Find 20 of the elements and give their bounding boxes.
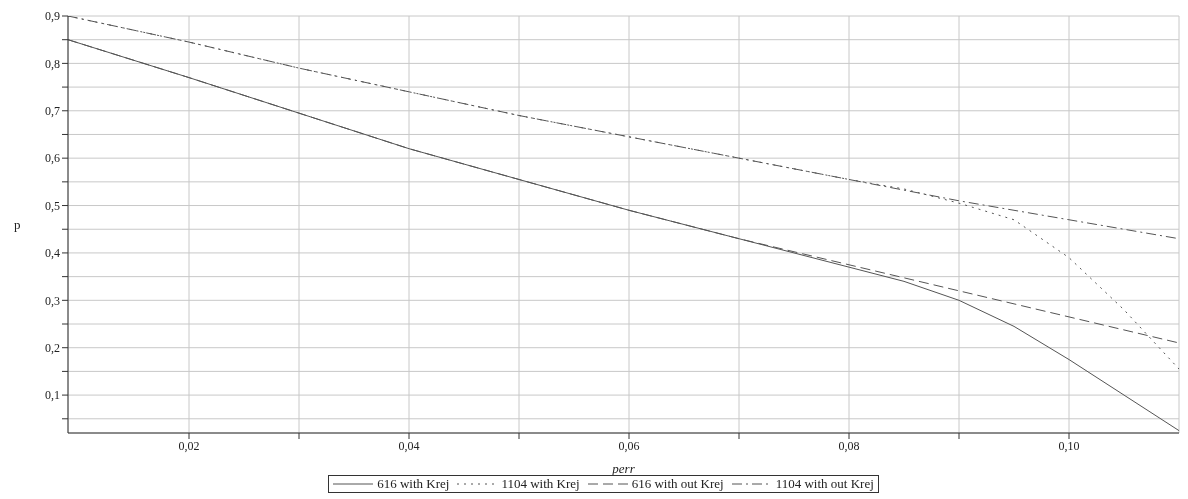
x-tick-label: 0,08 bbox=[838, 438, 860, 453]
y-tick-label: 0,8 bbox=[45, 56, 60, 71]
x-tick-label: 0,06 bbox=[618, 438, 640, 453]
y-tick-label: 0,2 bbox=[45, 340, 60, 355]
x-tick-label: 0,10 bbox=[1058, 438, 1080, 453]
legend-label: 616 with out Krej bbox=[630, 476, 724, 492]
legend-label: 1104 with Krej bbox=[500, 476, 580, 492]
y-tick-label: 0,1 bbox=[45, 388, 60, 403]
y-tick-label: 0,5 bbox=[45, 198, 60, 213]
x-tick-label: 0,02 bbox=[178, 438, 200, 453]
x-tick-label: 0,04 bbox=[398, 438, 420, 453]
y-tick-label: 0,6 bbox=[45, 151, 60, 166]
x-axis-title: perr bbox=[611, 461, 636, 476]
y-tick-label: 0,4 bbox=[45, 246, 60, 261]
y-tick-label: 0,7 bbox=[45, 104, 60, 119]
legend-label: 616 with Krej bbox=[376, 476, 450, 492]
y-tick-label: 0,3 bbox=[45, 293, 60, 308]
y-tick-label: 0,9 bbox=[45, 9, 60, 24]
legend-label: 1104 with out Krej bbox=[774, 476, 874, 492]
y-axis-title: p bbox=[14, 217, 21, 233]
